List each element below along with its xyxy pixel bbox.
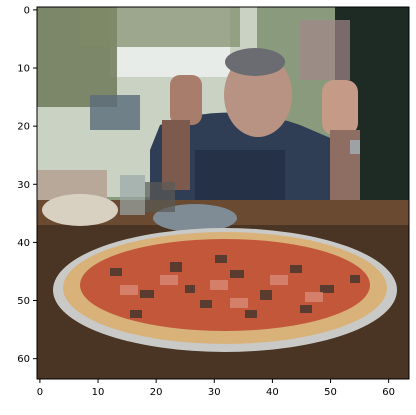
x-tick-label: 30: [208, 387, 221, 398]
person-hair: [225, 48, 285, 76]
x-axis: 0 10 20 30 40 50 60: [37, 379, 395, 398]
glass-left: [120, 175, 145, 215]
glass-right: [145, 182, 175, 212]
x-tick-label: 20: [150, 387, 163, 398]
watch: [350, 140, 360, 154]
greenery-top: [80, 7, 240, 47]
pink-wall: [300, 20, 350, 80]
y-axis: 0 10 20 30 40 50 60: [17, 5, 37, 365]
y-tick-label: 20: [17, 122, 30, 133]
y-tick-label: 30: [17, 180, 30, 191]
x-tick-label: 0: [37, 387, 43, 398]
y-tick-label: 40: [17, 238, 30, 249]
right-thumb-hand: [322, 80, 358, 135]
parked-car: [90, 95, 140, 130]
photo: [37, 7, 409, 379]
y-tick-label: 10: [17, 64, 30, 75]
x-tick-label: 50: [324, 387, 337, 398]
y-tick-label: 50: [17, 296, 30, 307]
left-arm: [162, 120, 190, 190]
left-thumb-hand: [170, 75, 202, 125]
x-tick-label: 40: [266, 387, 279, 398]
y-tick-label: 60: [17, 354, 30, 365]
x-tick-label: 10: [92, 387, 105, 398]
x-tick-label: 60: [382, 387, 395, 398]
y-tick-label: 0: [24, 5, 30, 16]
bowl-left: [42, 194, 118, 226]
